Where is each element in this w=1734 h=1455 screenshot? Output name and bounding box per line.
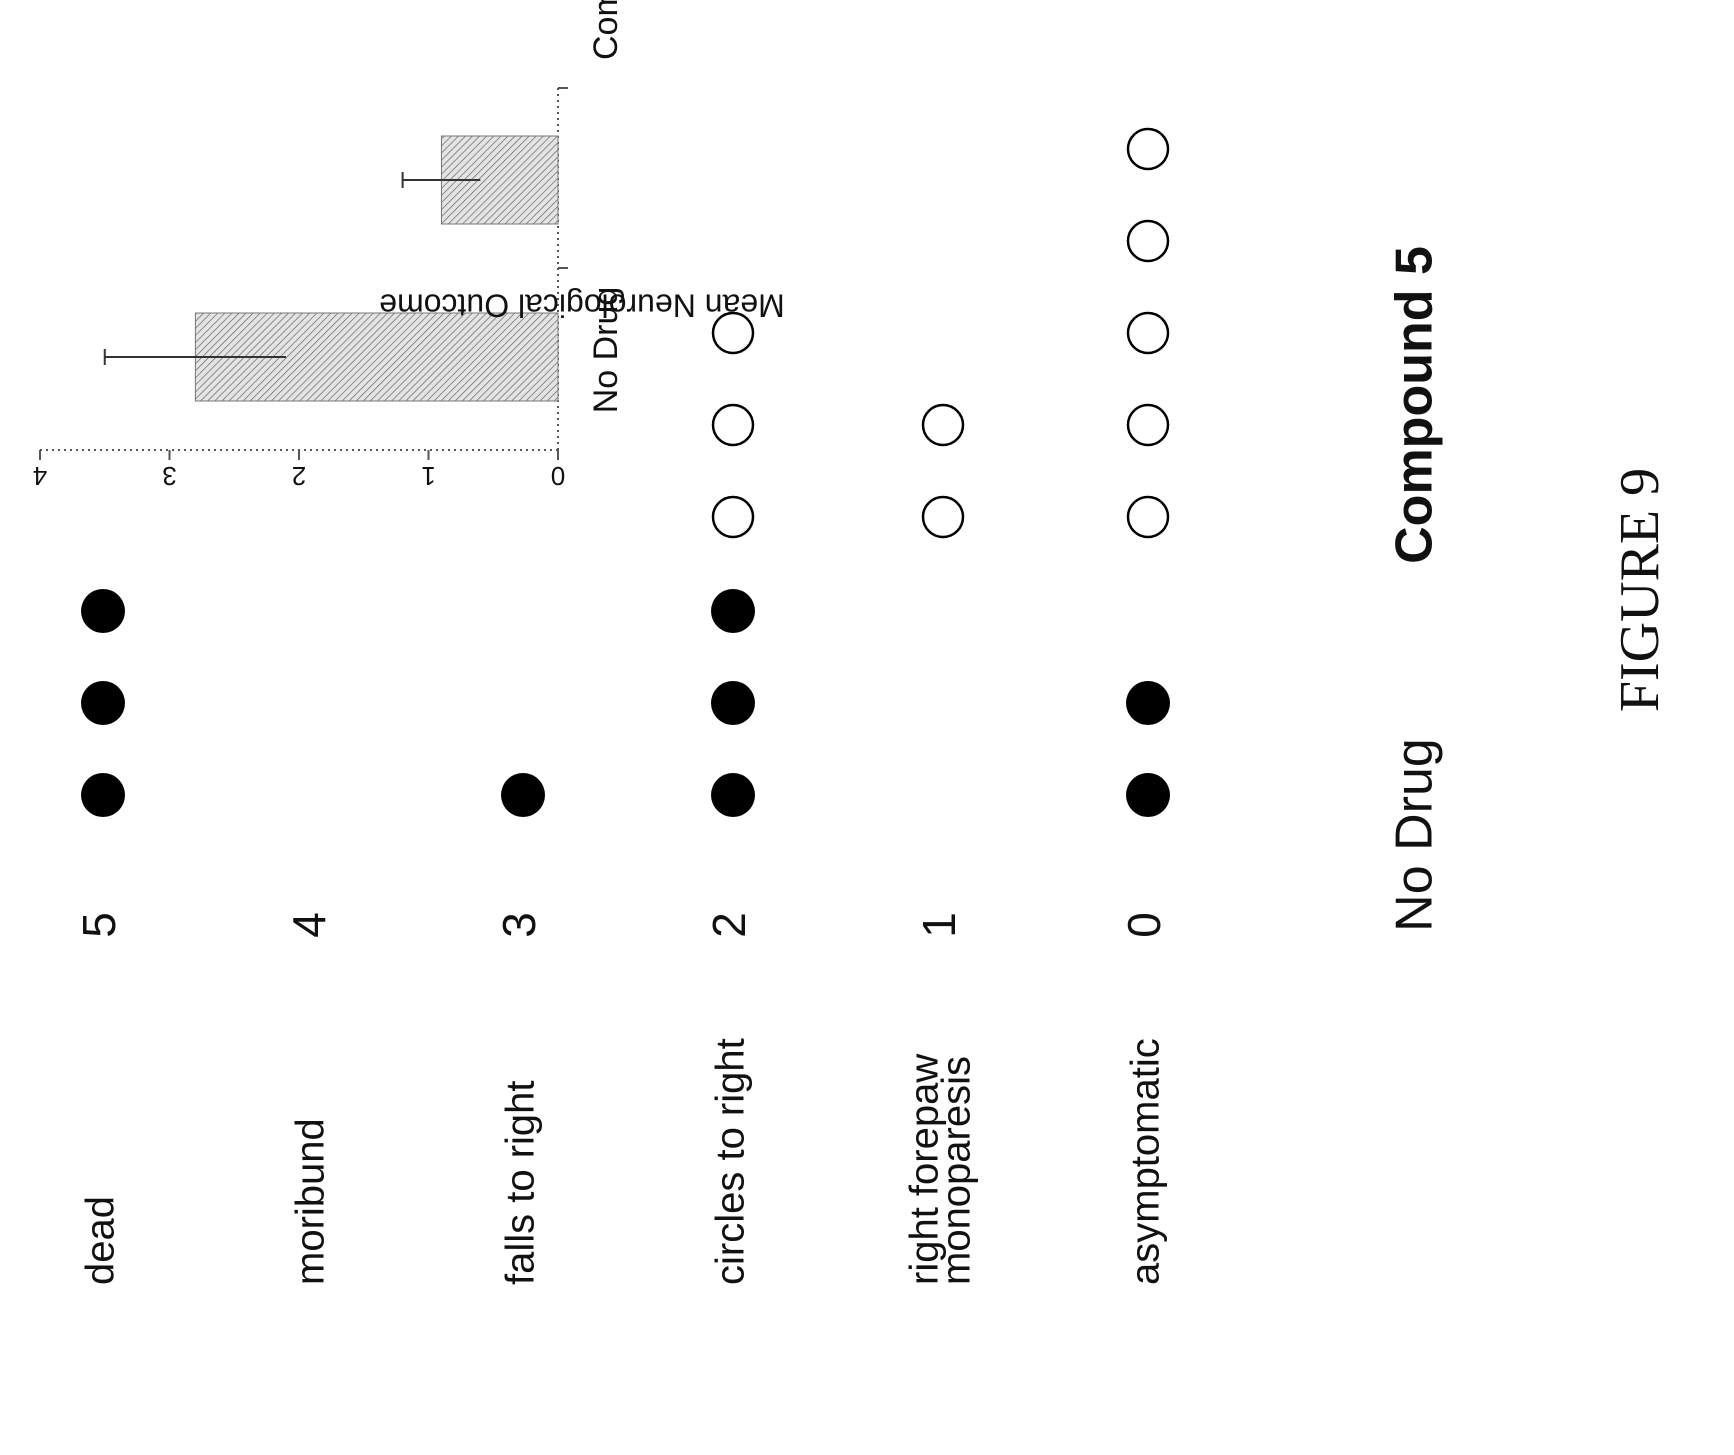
no-drug-animal-dot xyxy=(501,773,545,817)
compound-5-animal-dot xyxy=(1126,127,1170,171)
no-drug-animal-dot xyxy=(1126,681,1170,725)
compound-5-animal-dot xyxy=(1126,495,1170,539)
bar-tick-label: 3 xyxy=(162,461,176,491)
severity-scale: 5 dead 4 moribund 3 falls to right 2 circles to… xyxy=(73,912,1170,1285)
score-label-1: right forepawmonoparesis xyxy=(903,1054,979,1285)
compound-5-animal-dot xyxy=(1126,403,1170,447)
score-value-3: 3 xyxy=(493,912,545,938)
bar-tick-label: 0 xyxy=(551,461,565,491)
figure-caption: FIGURE 9 xyxy=(1609,468,1671,712)
group-label-compound-5: Compound 5 xyxy=(1386,246,1444,564)
compound-5-animal-dot xyxy=(711,403,755,447)
compound-5-animal-dot xyxy=(1126,311,1170,355)
bar-tick-label: 2 xyxy=(292,461,306,491)
bar-chart-y-axis-label: Mean Neurological Outcome xyxy=(379,288,785,324)
inset-bar-chart: 0 1 2 3 4 No Drug Compound 5 xyxy=(33,0,625,491)
compound-5-animal-dot xyxy=(711,311,755,355)
bar-tick-label: 4 xyxy=(33,461,47,491)
score-value-4: 4 xyxy=(283,912,335,938)
score-value-0: 0 xyxy=(1118,912,1170,938)
dot-plot xyxy=(81,127,1170,817)
no-drug-animal-dot xyxy=(711,773,755,817)
compound-5-animal-dot xyxy=(921,495,965,539)
compound-5-animal-dot xyxy=(711,495,755,539)
no-drug-animal-dot xyxy=(81,589,125,633)
score-value-2: 2 xyxy=(703,912,755,938)
score-label-4: moribund xyxy=(289,1118,333,1285)
bar-tick-label: 1 xyxy=(421,461,435,491)
no-drug-animal-dot xyxy=(81,773,125,817)
no-drug-animal-dot xyxy=(1126,773,1170,817)
score-value-5: 5 xyxy=(73,912,125,938)
score-label-2: circles to right xyxy=(709,1038,753,1285)
no-drug-animal-dot xyxy=(711,589,755,633)
bar-category-label: No Drug xyxy=(587,287,625,414)
score-label-3: falls to right xyxy=(499,1080,543,1285)
no-drug-animal-dot xyxy=(81,681,125,725)
compound-5-animal-dot xyxy=(921,403,965,447)
score-value-1: 1 xyxy=(913,912,965,938)
no-drug-animal-dot xyxy=(711,681,755,725)
bar-category-label: Compound 5 xyxy=(587,0,625,60)
compound-5-animal-dot xyxy=(1126,219,1170,263)
group-label-no-drug: No Drug xyxy=(1386,738,1444,932)
score-label-5: dead xyxy=(79,1196,123,1285)
score-label-0: asymptomatic xyxy=(1124,1038,1168,1285)
